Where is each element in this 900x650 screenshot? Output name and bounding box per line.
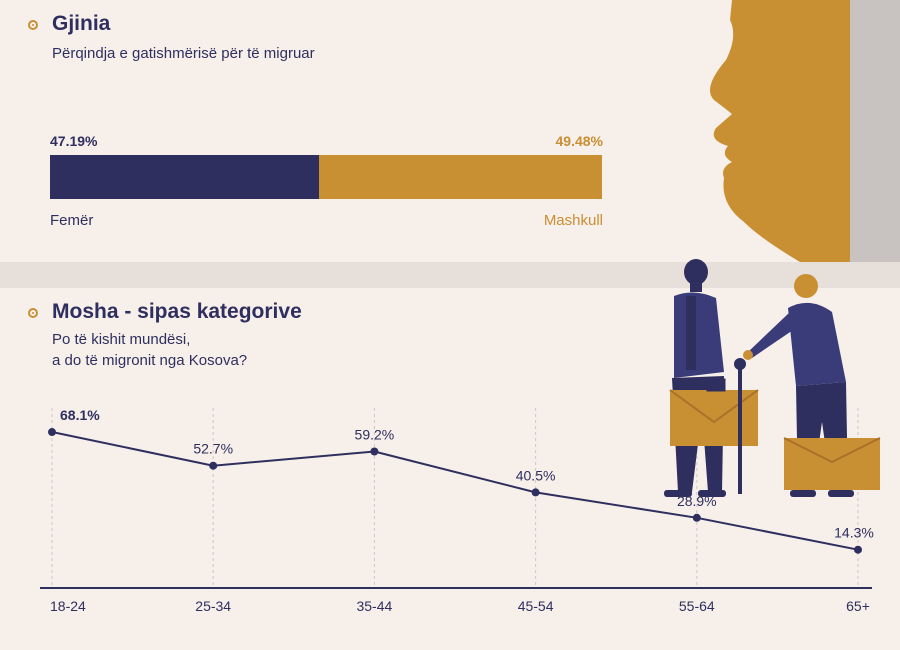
age-section: Mosha - sipas kategorive Po të kishit mu… xyxy=(0,259,900,650)
female-percent-label: 47.19% xyxy=(50,133,98,149)
x-tick-label: 45-54 xyxy=(518,598,554,614)
x-tick-label: 18-24 xyxy=(50,598,86,614)
gender-title: Gjinia xyxy=(52,12,111,35)
age-subtitle-line1: Po të kishit mundësi, xyxy=(52,331,191,348)
section-bullet-icon xyxy=(28,308,38,318)
x-tick-label: 55-64 xyxy=(679,598,715,614)
data-label: 40.5% xyxy=(516,467,556,483)
data-label: 52.7% xyxy=(193,441,233,457)
x-tick-label: 65+ xyxy=(846,598,870,614)
data-label: 68.1% xyxy=(60,407,100,423)
section-bullet-icon xyxy=(28,20,38,30)
male-percent-label: 49.48% xyxy=(555,133,603,149)
age-title: Mosha - sipas kategorive xyxy=(52,300,302,323)
data-point xyxy=(531,488,540,497)
data-label: 14.3% xyxy=(834,525,874,541)
gender-section: Gjinia Përqindja e gatishmërisë për të m… xyxy=(0,0,900,262)
gender-subtitle: Përqindja e gatishmërisë për të migruar xyxy=(52,45,315,62)
age-subtitle-line2: a do të migronit nga Kosova? xyxy=(52,352,248,369)
data-point xyxy=(209,461,218,470)
x-tick-label: 25-34 xyxy=(195,598,231,614)
travelers-illustration xyxy=(664,259,881,497)
male-bar xyxy=(319,155,602,199)
data-point xyxy=(370,447,379,456)
data-label: 59.2% xyxy=(355,427,395,443)
data-point xyxy=(48,428,56,437)
data-point xyxy=(692,513,701,522)
series-line xyxy=(51,431,859,551)
data-point xyxy=(854,545,862,554)
male-label: Mashkull xyxy=(543,212,603,229)
faces-illustration xyxy=(710,0,900,262)
x-tick-label: 35-44 xyxy=(356,598,392,614)
female-bar xyxy=(50,155,319,199)
section-divider xyxy=(0,262,900,288)
female-label: Femër xyxy=(50,212,94,229)
